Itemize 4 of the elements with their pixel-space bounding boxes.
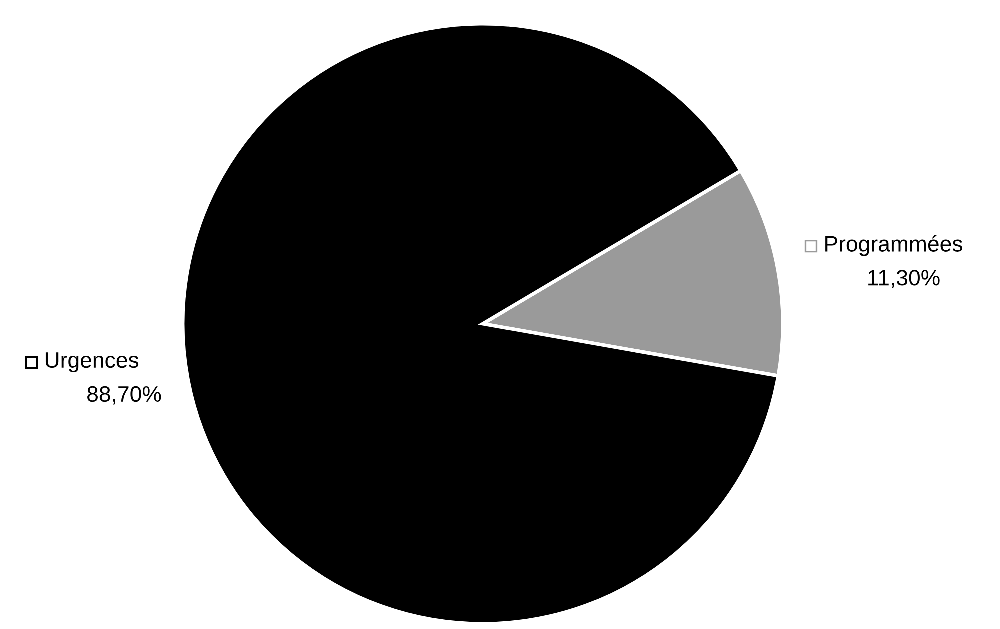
data-label: 11,30% xyxy=(868,270,940,288)
legend-label: Urgences xyxy=(46,352,139,373)
legend-label: Programmées xyxy=(826,235,962,256)
data-label: 88,70% xyxy=(88,386,162,405)
